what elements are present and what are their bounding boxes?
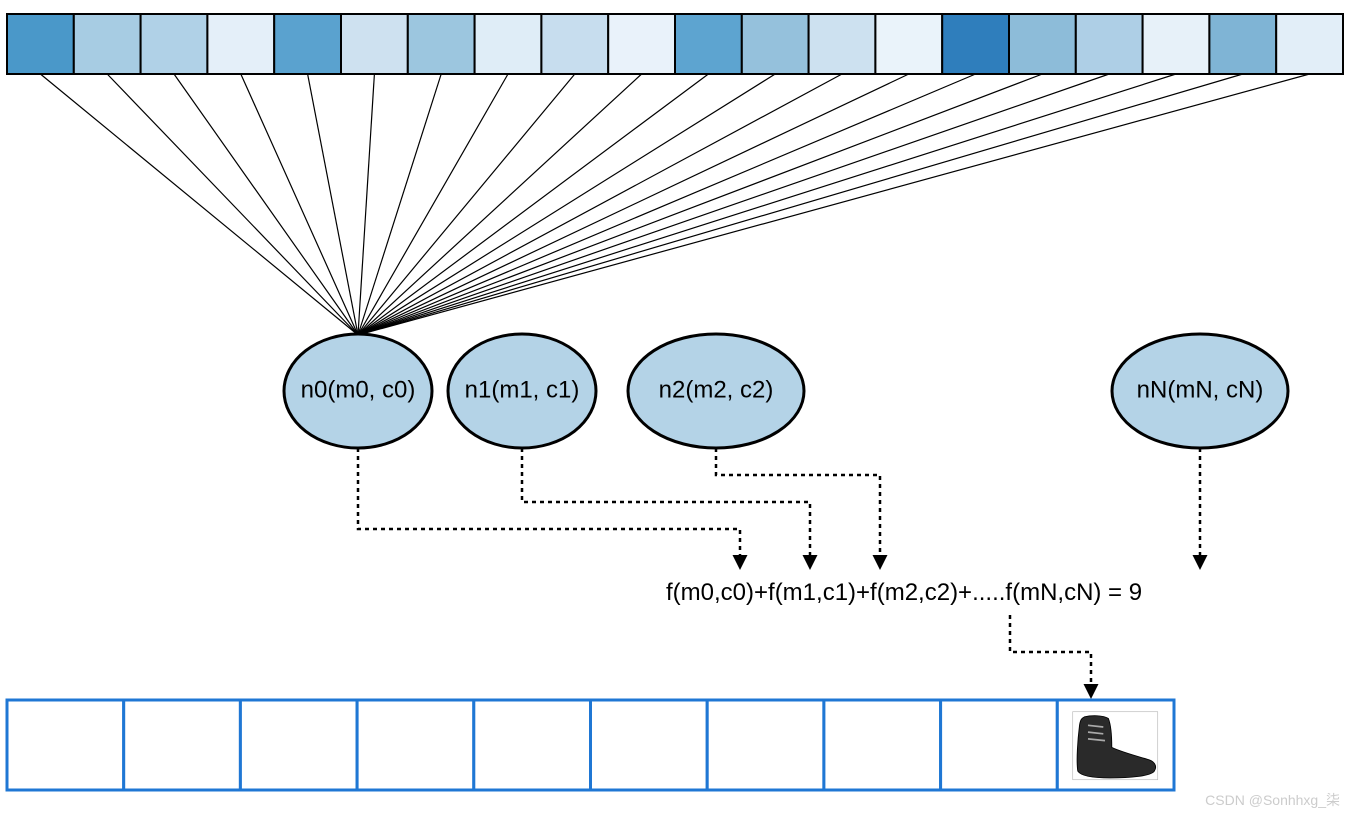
input-cell — [274, 14, 341, 74]
output-vector — [7, 700, 1174, 790]
fan-in-line — [241, 74, 358, 335]
input-cell — [207, 14, 274, 74]
input-cell — [541, 14, 608, 74]
input-cell — [942, 14, 1009, 74]
n1-to-formula — [522, 448, 810, 567]
fan-in-line — [308, 74, 358, 335]
input-cell — [341, 14, 408, 74]
fan-in-line — [358, 74, 441, 335]
fan-in-line — [358, 74, 508, 335]
neuron-label: n2(m2, c2) — [659, 376, 774, 403]
input-cell — [875, 14, 942, 74]
fan-in-line — [358, 74, 909, 335]
input-cell — [141, 14, 208, 74]
output-cell — [707, 700, 824, 790]
fan-in-line — [358, 74, 842, 335]
neuron-node: nN(mN, cN) — [1112, 334, 1288, 448]
input-cell — [7, 14, 74, 74]
formula-to-output — [1010, 615, 1091, 696]
formula-text: f(m0,c0)+f(m1,c1)+f(m2,c2)+.....f(mN,cN)… — [666, 579, 1142, 606]
output-cell — [240, 700, 357, 790]
fan-in-line — [107, 74, 358, 335]
input-cell — [475, 14, 542, 74]
input-cell — [1209, 14, 1276, 74]
fan-in-line — [358, 74, 1109, 335]
output-cell — [474, 700, 591, 790]
neuron-label: n1(m1, c1) — [465, 376, 580, 403]
input-cell — [1009, 14, 1076, 74]
neuron-node: n1(m1, c1) — [448, 334, 596, 448]
fan-in-line — [358, 74, 708, 335]
fan-in-lines — [40, 74, 1309, 335]
watermark-text: CSDN @Sonhhxg_柒 — [1205, 792, 1340, 808]
input-cell — [1276, 14, 1343, 74]
fan-in-line — [358, 74, 1042, 335]
fan-in-line — [358, 74, 775, 335]
input-vector — [7, 14, 1343, 74]
n0-to-formula — [358, 448, 740, 567]
neuron-nodes: n0(m0, c0) n1(m1, c1) n2(m2, c2) nN(mN, cN) — [284, 334, 1288, 448]
fan-in-line — [358, 74, 1310, 335]
dashed-arrows — [358, 448, 1200, 696]
fan-in-line — [358, 74, 374, 335]
input-cell — [742, 14, 809, 74]
fan-in-line — [358, 74, 1243, 335]
output-cell — [591, 700, 708, 790]
input-cell — [1143, 14, 1210, 74]
output-cell — [357, 700, 474, 790]
neuron-label: nN(mN, cN) — [1137, 376, 1264, 403]
fan-in-line — [358, 74, 976, 335]
input-cell — [408, 14, 475, 74]
input-cell — [1076, 14, 1143, 74]
neuron-label: n0(m0, c0) — [301, 376, 416, 403]
output-cell — [124, 700, 241, 790]
neuron-node: n2(m2, c2) — [628, 334, 804, 448]
input-cell — [809, 14, 876, 74]
output-cell — [941, 700, 1058, 790]
input-cell — [74, 14, 141, 74]
output-cell — [7, 700, 124, 790]
fan-in-line — [40, 74, 358, 335]
fan-in-line — [358, 74, 575, 335]
fan-in-line — [174, 74, 358, 335]
neuron-node: n0(m0, c0) — [284, 334, 432, 448]
input-cell — [675, 14, 742, 74]
output-cell — [824, 700, 941, 790]
fan-in-line — [358, 74, 1176, 335]
input-cell — [608, 14, 675, 74]
